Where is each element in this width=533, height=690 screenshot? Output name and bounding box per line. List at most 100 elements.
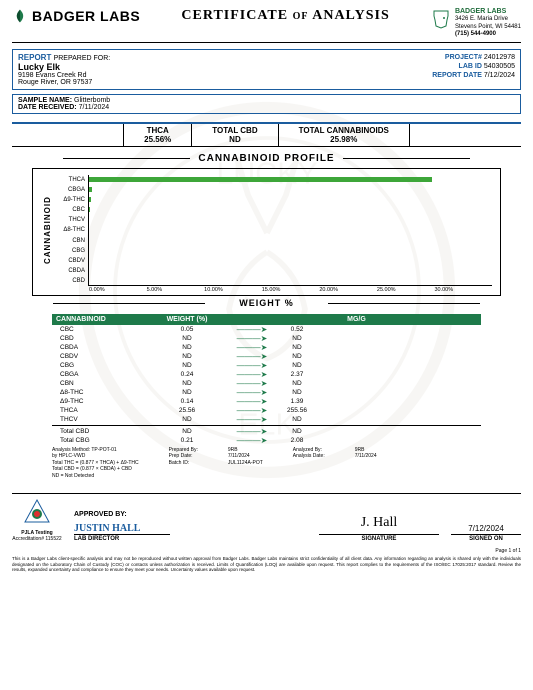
header: BADGER LABS CERTIFICATE OF ANALYSIS BADG… [12,8,521,43]
summary-cell: TOTAL CANNABINOIDS25.98% [279,124,410,146]
signed-date: 7/12/2024 [451,515,521,535]
profile-title: CANNABINOID PROFILE [12,153,521,164]
lab-name: BADGER LABS [32,8,140,24]
table-total-row: Total CBDND———➤ND [52,427,481,436]
coa-title: CERTIFICATE OF ANALYSIS [181,8,389,24]
bar-row [89,225,492,235]
y-tick-label: Δ8-THC [54,225,85,235]
disclaimer: This is a Badger Labs client-specific an… [12,556,521,572]
addr-phone: (715) 544-4900 [455,31,521,38]
accred-number: Accreditation# 115522 [12,536,62,542]
bar [89,177,432,182]
report-box: REPORT PREPARED FOR: Lucky Elk 9198 Evan… [12,49,521,90]
y-tick-label: CBN [54,236,85,246]
y-tick-label: CBDA [54,266,85,276]
client-addr2: Rouge River, OR 97537 [18,79,110,86]
th-cannabinoid: CANNABINOID [52,314,142,325]
project-label: PROJECT# [422,53,482,62]
bar-row [89,265,492,275]
reportdate-label: REPORT DATE [422,71,482,80]
bar-row [89,195,492,205]
page-number: Page 1 of 1 [12,548,521,554]
table-row: CBDND———➤ND [52,334,481,343]
table-row: Δ9-THC0.14———➤1.39 [52,397,481,406]
x-tick-label: 25.00% [377,287,435,293]
bar-row [89,255,492,265]
x-tick-label: 10.00% [204,287,262,293]
summary-bar: THCA25.56%TOTAL CBDNDTOTAL CANNABINOIDS2… [12,122,521,147]
table-row: CBC0.05———➤0.52 [52,325,481,334]
sample-name: Glitterbomb [74,97,110,104]
bar-row [89,205,492,215]
table-row: THCA25.56———➤255.56 [52,406,481,415]
bar-row [89,245,492,255]
y-tick-label: CBD [54,276,85,286]
table-row: CBGA0.24———➤2.37 [52,370,481,379]
pjla-badge: PJLA Testing Accreditation# 115522 [12,498,62,542]
reportdate-value: 7/12/2024 [484,72,515,79]
y-tick-label: Δ9-THC [54,195,85,205]
x-tick-label: 20.00% [319,287,377,293]
table-row: CBDVND———➤ND [52,352,481,361]
weight-title: WEIGHT % [12,298,521,308]
labid-label: LAB ID [422,62,482,71]
bar [89,187,92,192]
report-label: REPORT [18,53,51,62]
table-row: CBNND———➤ND [52,379,481,388]
director-role: LAB DIRECTOR [74,536,307,542]
bar-row [89,235,492,245]
x-tick-label: 5.00% [147,287,205,293]
y-tick-label: THCV [54,215,85,225]
bar-row [89,175,492,185]
addr-line1: 3426 E. Maria Drive [455,16,521,23]
y-labels: THCACBGAΔ9-THCCBCTHCVΔ8-THCCBNCBGCBDVCBD… [54,175,88,286]
sample-name-label: SAMPLE NAME: [18,97,72,104]
table-row: CBDAND———➤ND [52,343,481,352]
summary-cell: TOTAL CBDND [192,124,278,146]
bars [88,175,492,286]
table-row: CBGND———➤ND [52,361,481,370]
bar-row [89,275,492,285]
approved-by-label: APPROVED BY: [74,511,307,518]
addr-line2: Stevens Point, WI 54481 [455,24,521,31]
summary-cell: THCA25.56% [123,124,192,146]
labid-value: 54030505 [484,63,515,70]
bar-row [89,215,492,225]
y-tick-label: THCA [54,175,85,185]
director-name: JUSTIN HALL [74,523,170,535]
table-row: THCVND———➤ND [52,415,481,424]
sample-box: SAMPLE NAME: Glitterbomb DATE RECEIVED: … [12,94,521,114]
signature-line: J. Hall [319,515,439,535]
x-tick-label: 15.00% [262,287,320,293]
addr-name: BADGER LABS [455,8,521,16]
chart-box: CANNABINOID THCACBGAΔ9-THCCBCTHCVΔ8-THCC… [32,168,501,296]
meta-row: Analysis Method: TP-POT-01by HPLC-VWDTot… [52,447,481,480]
meta-method: Analysis Method: TP-POT-01by HPLC-VWDTot… [52,447,139,480]
signature-label: SIGNATURE [319,536,439,542]
meta-prep-lbl: Prepared By:Prep Date:Batch ID: [169,447,198,480]
client-addr1: 9198 Evans Creek Rd [18,72,110,79]
client-name: Lucky Elk [18,62,110,72]
table-row: Δ8-THCND———➤ND [52,388,481,397]
x-tick-label: 0.00% [89,287,147,293]
th-weight: WEIGHT (%) [142,314,232,325]
meta-prep-val: 9RB7/11/2024JUL1124A-POT [228,447,263,480]
y-tick-label: CBG [54,246,85,256]
meta-analyze-lbl: Analyzed By:Analysis Date: [293,447,325,480]
meta-analyze-val: 9RB7/11/2024 [355,447,377,480]
y-axis-label: CANNABINOID [41,175,54,286]
x-labels: 0.00%5.00%10.00%15.00%20.00%25.00%30.00% [89,287,492,293]
lab-logo-right: BADGER LABS 3426 E. Maria Drive Stevens … [431,8,521,38]
lab-logo-left: BADGER LABS [12,8,140,24]
signed-on-label: SIGNED ON [451,536,521,542]
footer: PJLA Testing Accreditation# 115522 APPRO… [12,493,521,572]
bar-row [89,185,492,195]
bar [89,207,90,212]
wisconsin-icon [431,8,451,30]
y-tick-label: CBC [54,205,85,215]
table-total-row: Total CBG0.21———➤2.08 [52,436,481,445]
prepared-for-label: PREPARED FOR: [54,55,111,62]
x-tick-label: 30.00% [434,287,492,293]
y-tick-label: CBGA [54,185,85,195]
date-received-label: DATE RECEIVED: [18,104,77,111]
